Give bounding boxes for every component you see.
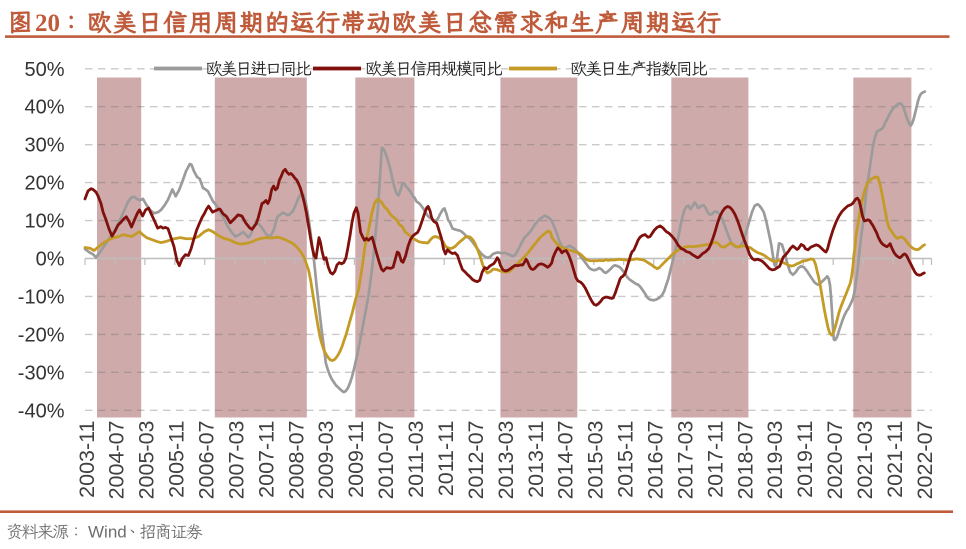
svg-text:2018-07: 2018-07 xyxy=(733,421,757,500)
svg-text:2012-07: 2012-07 xyxy=(464,421,488,500)
svg-text:50%: 50% xyxy=(24,59,64,81)
svg-text:2017-03: 2017-03 xyxy=(673,420,697,499)
svg-text:2005-11: 2005-11 xyxy=(165,421,189,498)
svg-text:2019-03: 2019-03 xyxy=(763,420,787,499)
svg-text:0%: 0% xyxy=(36,249,65,271)
svg-text:10%: 10% xyxy=(24,211,64,233)
svg-text:2007-11: 2007-11 xyxy=(254,421,278,498)
svg-text:2014-07: 2014-07 xyxy=(554,421,578,500)
svg-text:2015-03: 2015-03 xyxy=(584,420,608,499)
svg-text:2015-11: 2015-11 xyxy=(614,421,638,498)
svg-text:Wind: Wind xyxy=(88,523,127,542)
svg-text:-20%: -20% xyxy=(18,324,65,346)
svg-text:2005-03: 2005-03 xyxy=(135,420,159,499)
svg-text:20: 20 xyxy=(35,10,60,37)
svg-text:-10%: -10% xyxy=(18,286,65,308)
svg-text:2022-07: 2022-07 xyxy=(913,421,937,500)
svg-text:2020-07: 2020-07 xyxy=(823,421,847,500)
svg-text:2013-11: 2013-11 xyxy=(524,421,548,498)
svg-text:2009-11: 2009-11 xyxy=(344,421,368,498)
svg-text:40%: 40% xyxy=(24,97,64,119)
svg-text:20%: 20% xyxy=(24,173,64,195)
svg-text:2009-03: 2009-03 xyxy=(314,420,338,499)
svg-text:2011-03: 2011-03 xyxy=(404,420,428,497)
svg-text:2019-11: 2019-11 xyxy=(793,421,817,498)
svg-text:-30%: -30% xyxy=(18,362,65,384)
svg-text:2004-07: 2004-07 xyxy=(105,421,129,500)
svg-text:2003-11: 2003-11 xyxy=(75,421,99,498)
svg-text:2021-03: 2021-03 xyxy=(853,420,877,499)
svg-text:2010-07: 2010-07 xyxy=(374,421,398,500)
svg-text:2006-07: 2006-07 xyxy=(195,421,219,500)
svg-text:2013-03: 2013-03 xyxy=(494,420,518,499)
svg-text:2021-11: 2021-11 xyxy=(883,421,907,498)
svg-text:2016-07: 2016-07 xyxy=(644,421,668,500)
svg-text:-40%: -40% xyxy=(18,400,65,422)
svg-text:2011-11: 2011-11 xyxy=(434,421,458,497)
svg-text:30%: 30% xyxy=(24,135,64,157)
svg-text:2017-11: 2017-11 xyxy=(703,421,727,498)
svg-text:2007-03: 2007-03 xyxy=(224,420,248,499)
svg-text:2008-07: 2008-07 xyxy=(284,421,308,500)
